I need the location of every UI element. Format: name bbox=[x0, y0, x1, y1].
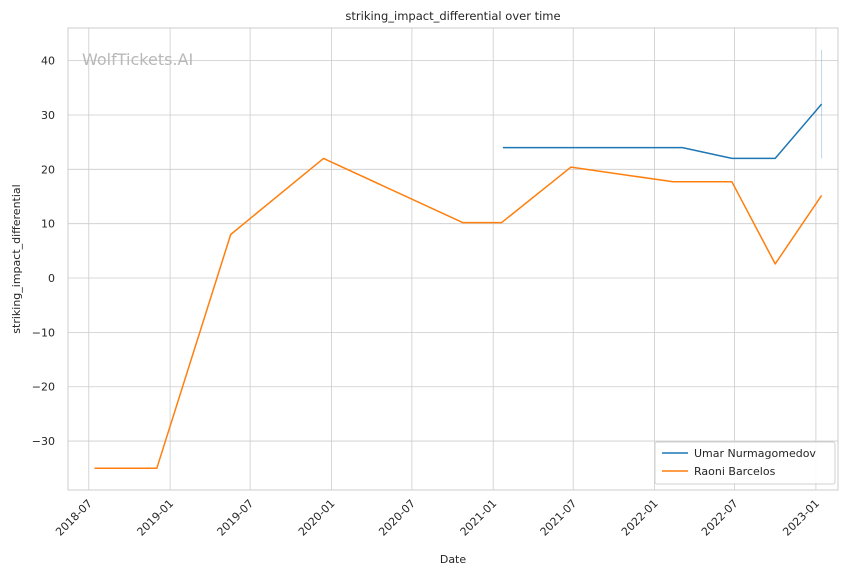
x-tick-label: 2021-01 bbox=[458, 497, 500, 539]
y-tick-label: 0 bbox=[48, 272, 55, 285]
x-tick-labels: 2018-07 2019-01 2019-07 2020-01 2020-07 2021-… bbox=[53, 497, 822, 539]
x-tick-label: 2021-07 bbox=[538, 497, 580, 539]
y-tick-label: 20 bbox=[41, 163, 55, 176]
y-tick-label: 30 bbox=[41, 109, 55, 122]
y-axis-title: striking_impact_differential bbox=[10, 184, 23, 333]
y-tick-labels: 40 30 20 10 0 −10 −20 −30 bbox=[32, 55, 55, 448]
x-tick-label: 2022-07 bbox=[699, 497, 741, 539]
y-tick-label: 10 bbox=[41, 218, 55, 231]
y-tick-label: −20 bbox=[32, 381, 55, 394]
x-tick-label: 2022-01 bbox=[619, 497, 661, 539]
grid-layer bbox=[68, 28, 838, 490]
plot-frame bbox=[67, 27, 839, 491]
y-tick-label: −30 bbox=[32, 435, 55, 448]
legend: Umar Nurmagomedov Raoni Barcelos bbox=[654, 441, 836, 485]
legend-label-umar-nurmagomedov: Umar Nurmagomedov bbox=[694, 447, 816, 460]
legend-box bbox=[654, 441, 836, 485]
series-line-raoni-barcelos bbox=[94, 157, 823, 470]
series-layer bbox=[94, 49, 823, 470]
x-axis-title: Date bbox=[440, 553, 467, 566]
x-tick-label: 2020-07 bbox=[376, 497, 418, 539]
x-tick-label: 2023-01 bbox=[780, 497, 822, 539]
watermark: WolfTickets.AI bbox=[82, 50, 193, 69]
legend-label-raoni-barcelos: Raoni Barcelos bbox=[694, 465, 776, 478]
series-line-umar-nurmagomedov bbox=[502, 103, 823, 160]
y-tick-label: 40 bbox=[41, 55, 55, 68]
x-tick-label: 2019-07 bbox=[215, 497, 257, 539]
y-tick-label: −10 bbox=[32, 326, 55, 339]
chart-title: striking_impact_differential over time bbox=[345, 9, 560, 23]
x-tick-label: 2018-07 bbox=[53, 497, 95, 539]
x-tick-label: 2019-01 bbox=[135, 497, 177, 539]
x-tick-label: 2020-01 bbox=[296, 497, 338, 539]
